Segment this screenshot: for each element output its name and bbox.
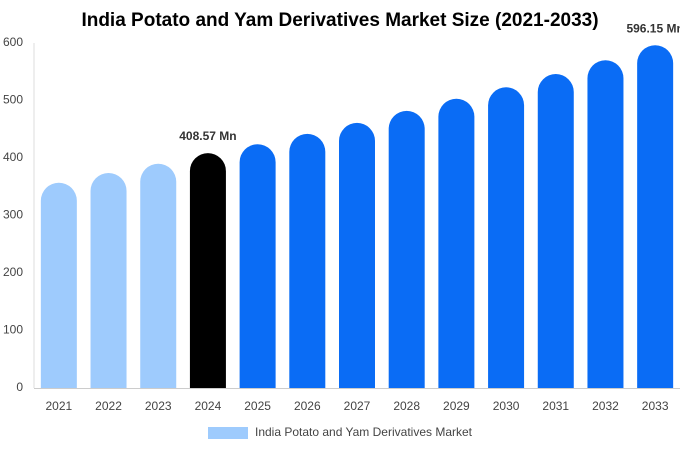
bar — [438, 98, 475, 389]
x-tick-label: 2022 — [95, 399, 122, 413]
bar — [537, 74, 574, 389]
x-tick-label: 2021 — [45, 399, 72, 413]
bar — [289, 133, 326, 388]
y-tick-label: 400 — [3, 150, 23, 164]
x-tick-label: 2029 — [443, 399, 470, 413]
bar — [239, 144, 276, 388]
y-tick-label: 100 — [3, 323, 23, 337]
y-tick-label: 200 — [3, 265, 23, 279]
y-tick-label: 0 — [16, 380, 23, 394]
bar — [339, 122, 375, 389]
y-tick-label: 300 — [3, 208, 23, 222]
x-tick-label: 2033 — [642, 399, 669, 413]
value-label: 596.15 Mn — [626, 21, 680, 35]
bar — [90, 172, 127, 388]
bar — [587, 60, 624, 388]
x-tick-label: 2031 — [542, 399, 569, 413]
legend-swatch — [208, 427, 248, 439]
x-tick-label: 2024 — [195, 399, 222, 413]
x-tick-label: 2025 — [244, 399, 271, 413]
bar — [140, 163, 177, 388]
bar — [637, 45, 674, 389]
bar — [40, 182, 77, 388]
value-label: 408.57 Mn — [179, 129, 236, 143]
x-tick-label: 2032 — [592, 399, 619, 413]
bar — [488, 87, 525, 388]
x-tick-label: 2030 — [493, 399, 520, 413]
x-tick-label: 2026 — [294, 399, 321, 413]
y-tick-label: 600 — [3, 35, 23, 49]
x-tick-label: 2023 — [145, 399, 172, 413]
chart-title: India Potato and Yam Derivatives Market … — [81, 10, 598, 31]
x-tick-label: 2028 — [393, 399, 420, 413]
bar — [388, 110, 425, 388]
x-tick-label: 2027 — [344, 399, 371, 413]
bar — [189, 153, 226, 388]
y-tick-label: 500 — [3, 93, 23, 107]
legend-label: India Potato and Yam Derivatives Market — [255, 425, 473, 439]
